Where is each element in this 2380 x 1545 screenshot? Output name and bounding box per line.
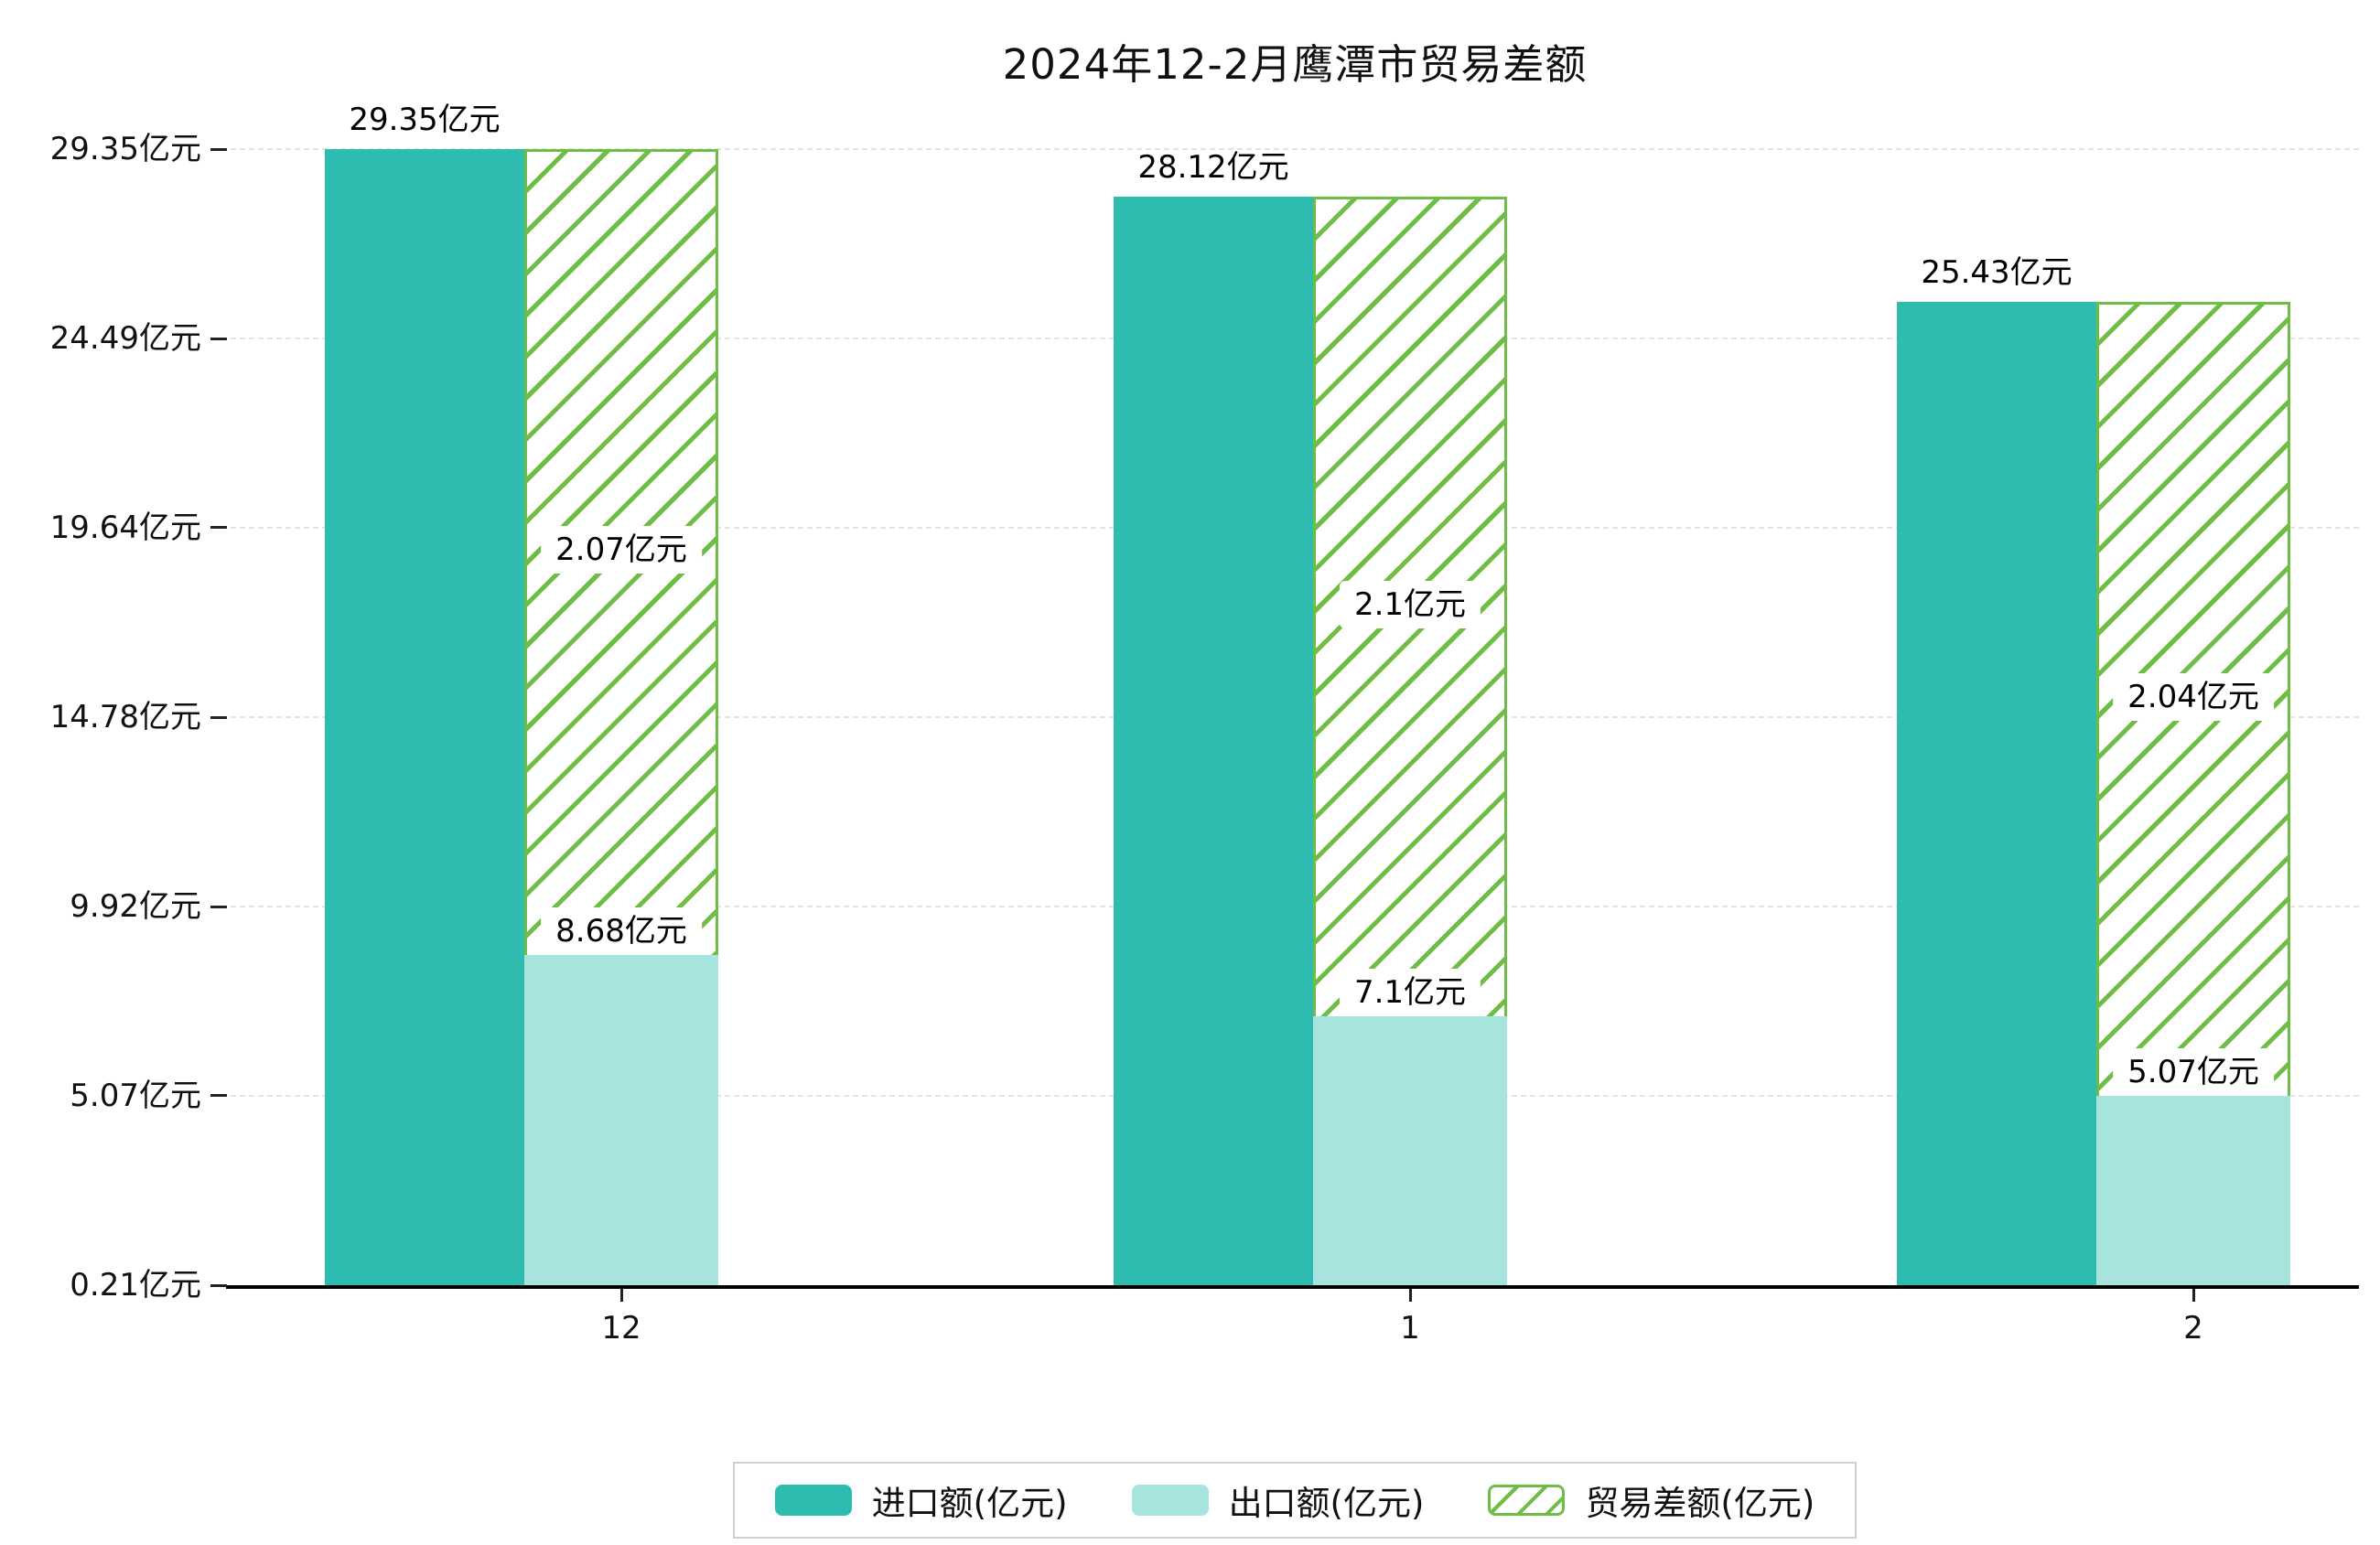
legend-item-export: 出口额(亿元) xyxy=(1131,1475,1425,1525)
chart-title: 2024年12-2月鹰潭市贸易差额 xyxy=(1002,40,1588,89)
x-tick-label: 1 xyxy=(1400,1310,1420,1347)
x-axis-line xyxy=(226,1285,2359,1289)
export-bar xyxy=(524,954,718,1285)
legend-swatch-export xyxy=(1131,1485,1209,1516)
export-value-label: 7.1亿元 xyxy=(1339,969,1481,1017)
import-bar xyxy=(1114,197,1313,1285)
y-tick-label: 5.07亿元 xyxy=(70,1077,201,1114)
trade-balance-value-label: 2.1亿元 xyxy=(1339,581,1481,629)
trade-balance-value-label: 2.07亿元 xyxy=(541,526,702,574)
legend-label-export: 出口额(亿元) xyxy=(1228,1484,1425,1523)
x-tick-mark xyxy=(2192,1289,2195,1302)
y-tick-label: 24.49亿元 xyxy=(49,320,201,358)
gridline xyxy=(231,148,2359,150)
legend-label-import: 进口额(亿元) xyxy=(871,1484,1068,1523)
import-value-label: 28.12亿元 xyxy=(1137,149,1289,187)
legend-swatch-import xyxy=(774,1485,852,1516)
x-tick-label: 12 xyxy=(601,1310,641,1347)
y-tick-mark xyxy=(210,715,227,719)
trade-balance-value-label: 2.04亿元 xyxy=(2113,672,2274,721)
import-value-label: 25.43亿元 xyxy=(1921,254,2073,292)
import-bar xyxy=(325,149,524,1285)
y-tick-mark xyxy=(210,1094,227,1098)
y-tick-mark xyxy=(210,337,227,340)
y-tick-mark xyxy=(210,147,227,151)
x-tick-mark xyxy=(619,1289,623,1302)
legend-item-trade-balance: 贸易差额(亿元) xyxy=(1488,1475,1815,1525)
y-tick-mark xyxy=(210,1283,227,1287)
legend-label-trade-balance: 贸易差额(亿元) xyxy=(1585,1484,1815,1523)
export-value-label: 5.07亿元 xyxy=(2113,1047,2274,1096)
export-value-label: 8.68亿元 xyxy=(541,907,702,955)
x-tick-mark xyxy=(1408,1289,1412,1302)
legend-box: 进口额(亿元) 出口额(亿元) 贸易差额(亿元) xyxy=(732,1462,1858,1539)
export-bar xyxy=(2096,1095,2290,1285)
y-tick-label: 14.78亿元 xyxy=(49,699,201,735)
legend: 进口额(亿元) 出口额(亿元) 贸易差额(亿元) xyxy=(231,1462,2359,1539)
import-value-label: 29.35亿元 xyxy=(349,102,501,138)
y-tick-label: 0.21亿元 xyxy=(70,1267,201,1304)
y-tick-label: 19.64亿元 xyxy=(49,509,201,546)
y-tick-label: 29.35亿元 xyxy=(49,131,201,167)
export-bar xyxy=(1313,1016,1507,1285)
y-tick-mark xyxy=(210,526,227,530)
legend-item-import: 进口额(亿元) xyxy=(774,1475,1068,1525)
y-tick-mark xyxy=(210,905,227,908)
x-tick-label: 2 xyxy=(2183,1310,2203,1347)
legend-swatch-trade-balance xyxy=(1488,1485,1566,1516)
import-bar xyxy=(1897,302,2096,1285)
y-tick-label: 9.92亿元 xyxy=(70,888,201,926)
